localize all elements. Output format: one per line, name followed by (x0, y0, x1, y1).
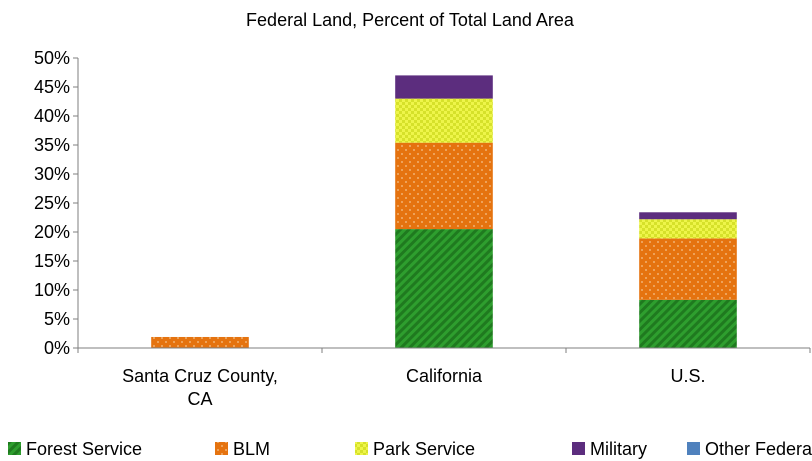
bar-segment-blm (639, 238, 737, 300)
legend-swatch (215, 442, 228, 455)
y-tick-label: 40% (34, 106, 70, 126)
x-tick-label: California (406, 366, 483, 386)
legend-label: Military (590, 439, 647, 459)
y-tick-label: 15% (34, 251, 70, 271)
legend-label: BLM (233, 439, 270, 459)
bar-segment-forest-service (395, 229, 493, 348)
y-tick-label: 0% (44, 338, 70, 358)
bar-segment-blm (151, 336, 249, 348)
y-tick-label: 10% (34, 280, 70, 300)
chart-title: Federal Land, Percent of Total Land Area (246, 10, 575, 30)
legend-swatch (687, 442, 700, 455)
legend-swatch (572, 442, 585, 455)
bar-segment-park-service (395, 98, 493, 143)
bar-segment-blm (395, 142, 493, 230)
x-tick-label: U.S. (670, 366, 705, 386)
y-tick-label: 20% (34, 222, 70, 242)
y-axis: 0% 5% 10% 15% 20% 25% 30% 35% 40% 45% 50% (34, 48, 79, 358)
legend-label: Forest Service (26, 439, 142, 459)
legend-label: Park Service (373, 439, 475, 459)
legend-label: Other Federal (705, 439, 812, 459)
bar-segment-military (639, 212, 737, 220)
bar-segment-military (395, 75, 493, 99)
legend-swatch (8, 442, 21, 455)
legend-swatch (355, 442, 368, 455)
bars (151, 75, 737, 348)
x-axis: Santa Cruz County, CA California U.S. (77, 347, 811, 409)
y-tick-label: 25% (34, 193, 70, 213)
bar-segment-park-service (639, 219, 737, 239)
x-tick-label: Santa Cruz County, CA (122, 366, 278, 409)
legend: Forest Service BLM Park Service Military Oth… (8, 439, 812, 459)
bar-segment-forest-service (639, 299, 737, 348)
y-tick-label: 35% (34, 135, 70, 155)
y-tick-label: 5% (44, 309, 70, 329)
y-tick-label: 50% (34, 48, 70, 68)
y-tick-label: 30% (34, 164, 70, 184)
y-tick-label: 45% (34, 77, 70, 97)
